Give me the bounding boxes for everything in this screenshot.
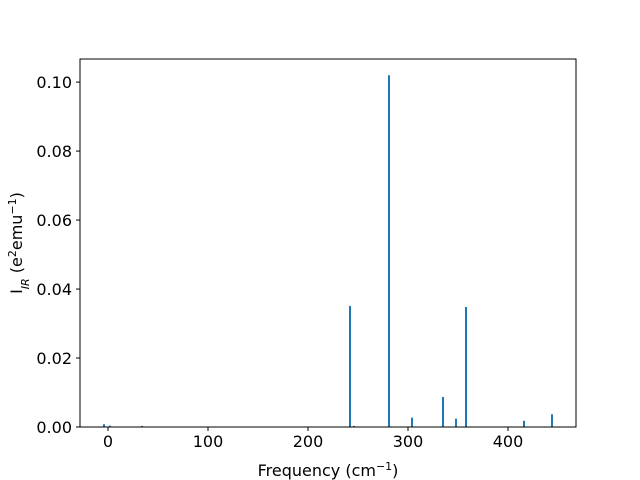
x-tick-label: 200 bbox=[293, 432, 324, 451]
x-axis-label-part: ) bbox=[392, 461, 398, 480]
x-tick-label: 100 bbox=[193, 432, 224, 451]
y-axis-label-part: −1 bbox=[6, 198, 19, 214]
bar bbox=[551, 414, 553, 427]
y-axis-label-part: IR bbox=[19, 278, 32, 289]
y-tick-label: 0.04 bbox=[36, 280, 72, 299]
x-axis-label: Frequency (cm−1) bbox=[258, 460, 399, 480]
y-axis-label-part: ) bbox=[7, 192, 26, 198]
bar bbox=[455, 418, 457, 427]
bar bbox=[465, 306, 467, 427]
bar bbox=[388, 75, 390, 428]
bar bbox=[141, 425, 143, 427]
bar bbox=[103, 424, 105, 427]
y-axis-label-part: emu bbox=[7, 215, 26, 251]
x-tick-label: 300 bbox=[393, 432, 424, 451]
bar bbox=[442, 396, 444, 427]
y-tick-label: 0.00 bbox=[36, 418, 72, 437]
y-axis-label-part: (e bbox=[7, 257, 26, 278]
y-tick-label: 0.02 bbox=[36, 349, 72, 368]
x-tick-label: 0 bbox=[103, 432, 113, 451]
x-axis-label-part: Frequency (cm bbox=[258, 461, 376, 480]
y-axis-label-part: I bbox=[7, 289, 26, 294]
y-axis-label: IIR (e2emu−1) bbox=[6, 192, 32, 294]
y-tick-label: 0.08 bbox=[36, 142, 72, 161]
plot-frame bbox=[79, 58, 577, 428]
y-tick-label: 0.10 bbox=[36, 73, 72, 92]
bar bbox=[109, 425, 111, 427]
bar bbox=[411, 417, 413, 427]
bar bbox=[349, 305, 351, 427]
y-tick-label: 0.06 bbox=[36, 211, 72, 230]
x-tick-label: 400 bbox=[493, 432, 524, 451]
y-axis-label-part: 2 bbox=[6, 250, 19, 257]
x-axis-label-part: −1 bbox=[376, 460, 392, 473]
bar bbox=[353, 425, 355, 427]
bar bbox=[523, 420, 525, 427]
